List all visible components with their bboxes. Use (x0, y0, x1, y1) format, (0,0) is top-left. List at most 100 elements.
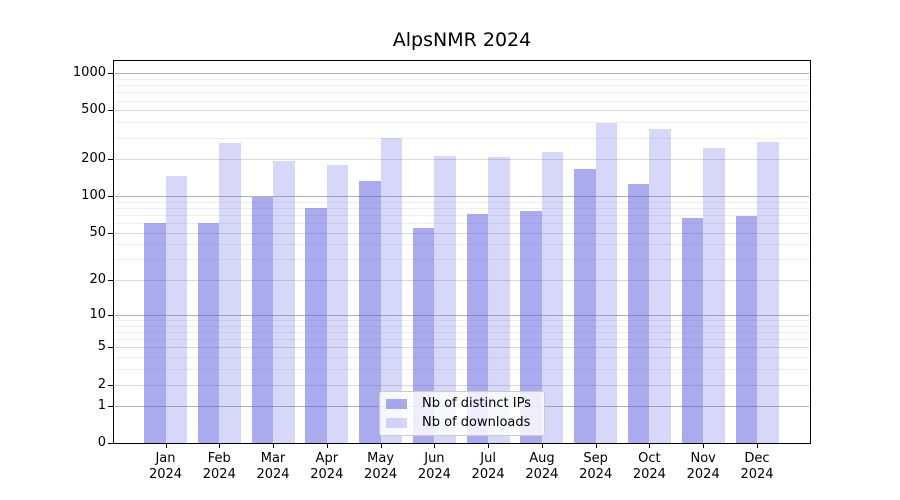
bar-downloads (649, 129, 671, 443)
bar-distinct-ips (305, 207, 327, 443)
gridline-800 (115, 85, 809, 87)
gridline-5 (115, 347, 809, 349)
bar-downloads (595, 122, 618, 443)
x-tick (541, 444, 543, 448)
x-tick (165, 444, 167, 448)
gridline-50 (115, 232, 809, 234)
legend-item-distinct-ips: Nb of distinct IPs (386, 397, 536, 411)
gridline-200 (115, 159, 809, 161)
x-tick-label: Nov 2024 (686, 451, 720, 482)
y-tick (108, 196, 113, 198)
bar-downloads (757, 142, 779, 443)
gridline-60 (115, 223, 809, 225)
bar-distinct-ips (251, 196, 273, 443)
y-tick-label: 1000 (72, 65, 106, 81)
x-tick (757, 444, 758, 448)
plot-area (113, 60, 811, 444)
gridline-500 (115, 110, 809, 112)
x-tick-label: Sep 2024 (579, 451, 613, 482)
legend: Nb of distinct IPs Nb of downloads (379, 391, 545, 436)
x-tick (649, 444, 651, 448)
y-tick (108, 232, 113, 234)
x-tick-label: Aug 2024 (525, 451, 559, 482)
bar-downloads (326, 164, 349, 443)
legend-label-downloads: Nb of downloads (422, 415, 531, 430)
y-tick-label: 500 (81, 102, 106, 118)
bar-downloads (488, 156, 510, 443)
gridline-300 (115, 137, 809, 139)
y-tick-label: 20 (89, 272, 106, 288)
y-tick (108, 406, 113, 408)
gridline-10 (115, 314, 809, 316)
bar-distinct-ips (735, 215, 757, 443)
x-tick (488, 444, 490, 448)
bar-downloads (219, 143, 241, 443)
legend-item-downloads: Nb of downloads (386, 416, 536, 430)
gridline-90 (115, 201, 809, 203)
y-tick (108, 73, 113, 75)
bar-distinct-ips (197, 223, 220, 443)
x-tick-label: Apr 2024 (310, 451, 344, 482)
gridline-80 (115, 207, 809, 209)
bar-downloads (434, 156, 456, 443)
gridline-20 (115, 280, 809, 282)
gridline-9 (115, 320, 809, 321)
x-tick-label: Dec 2024 (740, 451, 774, 482)
y-tick (108, 384, 113, 386)
x-tick (219, 444, 221, 448)
y-tick-label: 50 (89, 224, 106, 240)
gridline-30 (115, 259, 809, 261)
x-tick (434, 444, 436, 448)
bar-distinct-ips (412, 227, 435, 443)
y-tick-label: 200 (81, 151, 106, 167)
y-tick-label: 5 (97, 339, 106, 355)
gridline-40 (115, 244, 809, 246)
bar-downloads (273, 160, 295, 443)
gridline-3 (115, 369, 809, 371)
gridline-400 (115, 122, 809, 124)
gridline-600 (115, 100, 809, 102)
x-tick-label: Mar 2024 (256, 451, 290, 482)
bar-distinct-ips (681, 218, 704, 443)
x-tick-label: Oct 2024 (632, 451, 666, 482)
x-tick (380, 444, 382, 448)
gridline-100 (115, 196, 809, 198)
y-tick (108, 347, 113, 349)
y-tick (108, 110, 113, 112)
x-tick-label: Jul 2024 (471, 451, 505, 482)
gridline-6 (115, 339, 809, 341)
gridline-70 (115, 215, 809, 216)
gridline-1000 (115, 73, 809, 75)
bar-downloads (165, 176, 187, 443)
x-tick-label: Jan 2024 (148, 451, 183, 482)
x-tick (273, 444, 274, 448)
x-tick (595, 444, 597, 448)
chart-title: AlpsNMR 2024 (392, 29, 532, 51)
bar-distinct-ips (466, 213, 489, 443)
y-tick (108, 159, 113, 161)
bar-distinct-ips (359, 180, 381, 443)
bar-distinct-ips (627, 183, 650, 443)
gridline-8 (115, 325, 809, 327)
y-tick (108, 443, 113, 445)
y-tick-label: 10 (89, 306, 106, 322)
gridline-4 (115, 357, 809, 359)
gridline-7 (115, 331, 809, 333)
x-tick-label: Feb 2024 (202, 451, 236, 482)
x-tick (703, 444, 705, 448)
legend-label-distinct-ips: Nb of distinct IPs (422, 396, 531, 411)
bar-distinct-ips (574, 169, 596, 443)
y-tick-label: 1 (97, 398, 106, 414)
y-tick-label: 100 (81, 188, 106, 204)
x-tick-label: May 2024 (364, 451, 398, 482)
x-tick (326, 444, 328, 448)
bar-distinct-ips (144, 223, 166, 443)
gridline-900 (115, 78, 809, 80)
legend-swatch-distinct-ips-icon (386, 399, 407, 409)
bar-downloads (541, 151, 564, 443)
x-tick-label: Jun 2024 (417, 451, 451, 482)
y-tick-label: 0 (97, 435, 106, 451)
y-tick (108, 280, 113, 282)
bar-downloads (380, 137, 403, 443)
